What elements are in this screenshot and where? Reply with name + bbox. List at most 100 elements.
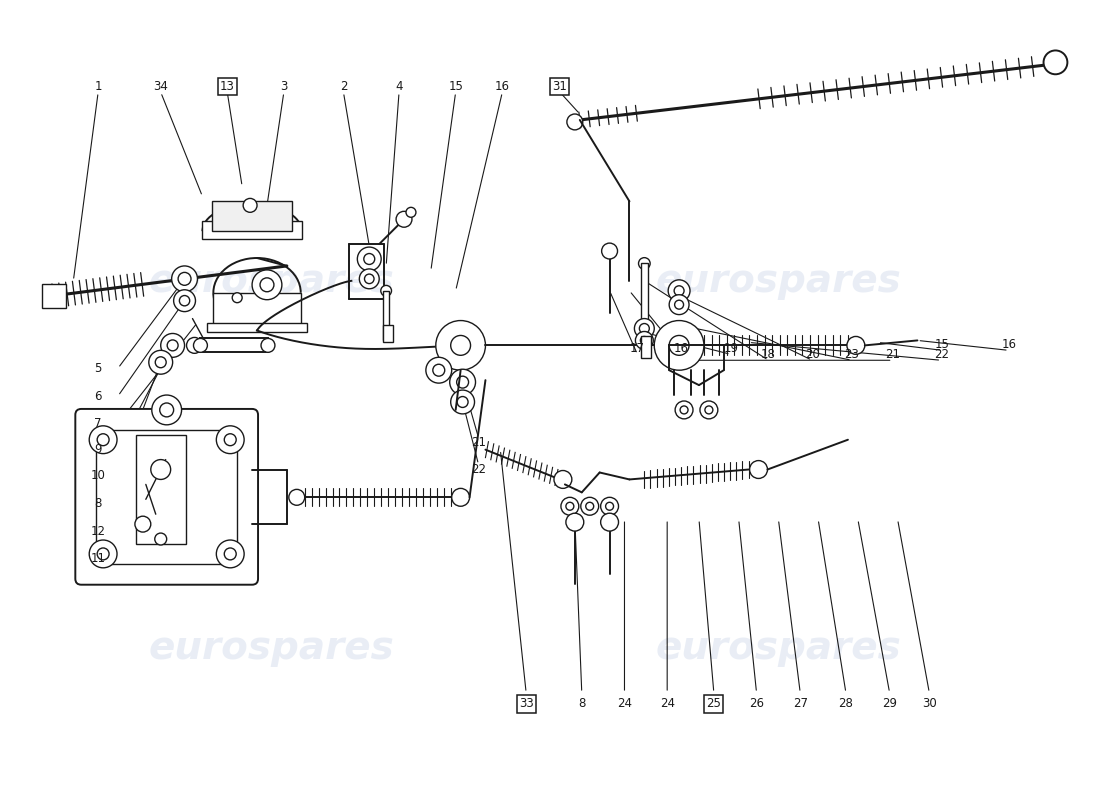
Circle shape	[224, 548, 236, 560]
Circle shape	[654, 321, 704, 370]
Text: 3: 3	[280, 80, 287, 93]
Circle shape	[178, 272, 191, 286]
Circle shape	[155, 533, 167, 545]
Circle shape	[452, 488, 470, 506]
Bar	[213, 293, 300, 327]
Circle shape	[187, 338, 202, 354]
Circle shape	[135, 516, 151, 532]
Text: 18: 18	[761, 348, 776, 361]
Bar	[200, 338, 268, 352]
Circle shape	[148, 350, 173, 374]
Circle shape	[432, 364, 444, 376]
Text: 31: 31	[552, 80, 568, 93]
Text: 20: 20	[805, 348, 820, 361]
Circle shape	[581, 498, 598, 515]
Bar	[202, 222, 301, 239]
Circle shape	[217, 426, 244, 454]
Circle shape	[396, 211, 412, 227]
Circle shape	[636, 331, 653, 350]
Text: 26: 26	[749, 698, 764, 710]
Text: 15: 15	[935, 338, 949, 351]
Circle shape	[554, 470, 572, 488]
Circle shape	[669, 335, 689, 355]
Circle shape	[194, 338, 208, 352]
Text: 5: 5	[95, 362, 102, 374]
Circle shape	[174, 290, 196, 312]
Circle shape	[151, 459, 170, 479]
Circle shape	[232, 293, 242, 302]
Text: 16: 16	[1001, 338, 1016, 351]
Circle shape	[89, 540, 117, 568]
Text: 13: 13	[220, 80, 234, 93]
Circle shape	[450, 370, 475, 395]
Circle shape	[406, 207, 416, 218]
Text: 34: 34	[153, 80, 168, 93]
Circle shape	[167, 340, 178, 351]
Text: 30: 30	[922, 698, 937, 710]
Circle shape	[152, 395, 182, 425]
Text: 33: 33	[519, 698, 534, 710]
Text: 2: 2	[340, 80, 348, 93]
Circle shape	[179, 295, 189, 306]
Text: 22: 22	[934, 348, 949, 361]
Circle shape	[360, 269, 379, 289]
Circle shape	[426, 358, 452, 383]
Text: 8: 8	[579, 698, 585, 710]
Text: 21: 21	[886, 348, 900, 361]
Circle shape	[358, 247, 382, 271]
Circle shape	[601, 514, 618, 531]
Text: 1: 1	[95, 80, 102, 93]
Text: 11: 11	[90, 552, 106, 566]
Circle shape	[155, 357, 166, 368]
Text: 22: 22	[471, 463, 486, 476]
Circle shape	[97, 434, 109, 446]
Text: 25: 25	[706, 698, 722, 710]
Circle shape	[381, 286, 392, 296]
Circle shape	[161, 334, 185, 358]
Text: 23: 23	[845, 348, 859, 361]
Circle shape	[674, 300, 683, 309]
Bar	[641, 337, 651, 358]
Circle shape	[602, 243, 617, 259]
Text: 7: 7	[95, 418, 102, 430]
Circle shape	[364, 274, 374, 284]
Circle shape	[458, 397, 469, 407]
Circle shape	[847, 337, 865, 354]
Text: eurospares: eurospares	[150, 262, 395, 300]
Text: 16: 16	[495, 80, 509, 93]
Text: 4: 4	[395, 80, 403, 93]
Circle shape	[675, 401, 693, 419]
Circle shape	[456, 376, 469, 388]
Text: 12: 12	[90, 525, 106, 538]
Circle shape	[601, 498, 618, 515]
Circle shape	[160, 403, 174, 417]
Text: 24: 24	[617, 698, 632, 710]
Text: eurospares: eurospares	[656, 630, 901, 667]
Circle shape	[252, 270, 282, 300]
Circle shape	[638, 258, 650, 270]
Text: 24: 24	[660, 698, 674, 710]
Circle shape	[97, 548, 109, 560]
Circle shape	[585, 502, 594, 510]
Bar	[96, 430, 238, 564]
Circle shape	[1044, 50, 1067, 74]
Bar	[42, 284, 66, 308]
Circle shape	[89, 426, 117, 454]
Text: 28: 28	[838, 698, 854, 710]
Text: 9: 9	[95, 443, 102, 456]
Circle shape	[436, 321, 485, 370]
Circle shape	[639, 323, 649, 334]
Text: 6: 6	[95, 390, 102, 402]
Circle shape	[289, 490, 305, 506]
Text: 21: 21	[471, 436, 486, 450]
Text: eurospares: eurospares	[656, 262, 901, 300]
Circle shape	[566, 114, 583, 130]
Text: 29: 29	[882, 698, 898, 710]
Circle shape	[260, 278, 274, 292]
Text: eurospares: eurospares	[150, 630, 395, 667]
Circle shape	[635, 318, 654, 338]
Bar	[641, 263, 648, 328]
Circle shape	[224, 434, 236, 446]
Circle shape	[669, 294, 689, 314]
Text: 19: 19	[723, 342, 738, 355]
